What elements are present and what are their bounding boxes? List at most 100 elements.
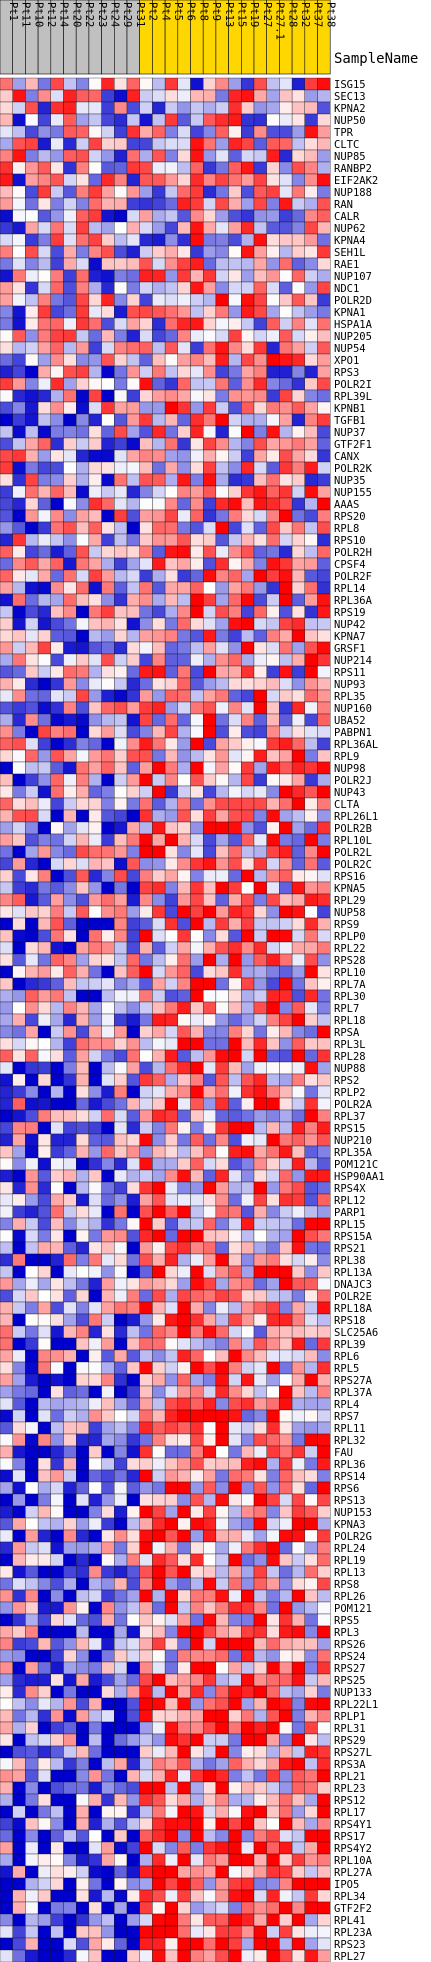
heatmap-cell xyxy=(177,89,191,103)
heatmap-cell xyxy=(164,761,178,775)
heatmap-cell xyxy=(228,1853,242,1867)
heatmap-cell xyxy=(126,425,140,439)
heatmap-cell xyxy=(63,533,77,547)
heatmap-cell xyxy=(203,1829,217,1843)
heatmap-cell xyxy=(164,1613,178,1627)
heatmap-cell xyxy=(203,713,217,727)
heatmap-cell xyxy=(126,1733,140,1747)
heatmap-cell xyxy=(37,797,51,811)
heatmap-cell xyxy=(291,881,305,895)
heatmap-cell xyxy=(12,713,26,727)
row-label: RPL32 xyxy=(334,1435,366,1447)
heatmap-cell xyxy=(228,1469,242,1483)
heatmap-cell xyxy=(317,1061,331,1075)
heatmap-cell xyxy=(76,929,90,943)
heatmap-cell xyxy=(177,1877,191,1891)
heatmap-cell xyxy=(63,1709,77,1723)
heatmap-cell xyxy=(164,1733,178,1747)
heatmap-cell xyxy=(291,497,305,511)
heatmap-cell xyxy=(37,1673,51,1687)
heatmap-cell xyxy=(114,1313,128,1327)
heatmap-cell xyxy=(203,401,217,415)
heatmap-cell xyxy=(50,1565,64,1579)
heatmap-cell xyxy=(241,485,255,499)
heatmap-cell xyxy=(50,1673,64,1687)
heatmap-cell xyxy=(304,449,318,463)
row-label: RPL22 xyxy=(334,943,366,955)
heatmap-cell xyxy=(177,1781,191,1795)
heatmap-cell xyxy=(25,1565,39,1579)
heatmap-cell xyxy=(114,449,128,463)
heatmap-cell xyxy=(25,1901,39,1915)
heatmap-cell xyxy=(76,1949,90,1962)
heatmap-cell xyxy=(241,1901,255,1915)
heatmap-cell xyxy=(228,1721,242,1735)
heatmap-cell xyxy=(152,1865,166,1879)
heatmap-cell xyxy=(101,737,115,751)
heatmap-cell xyxy=(76,629,90,643)
heatmap-cell xyxy=(291,749,305,763)
heatmap-cell xyxy=(241,845,255,859)
heatmap-cell xyxy=(291,209,305,223)
heatmap-cell xyxy=(317,1865,331,1879)
heatmap-cell xyxy=(190,1949,204,1962)
heatmap-cell xyxy=(152,1445,166,1459)
heatmap-cell xyxy=(88,1217,102,1231)
heatmap-cell xyxy=(139,1889,153,1903)
heatmap-cell xyxy=(177,1469,191,1483)
heatmap-cell xyxy=(228,1517,242,1531)
heatmap-cell xyxy=(88,1385,102,1399)
heatmap-cell xyxy=(228,1385,242,1399)
heatmap-cell xyxy=(37,221,51,235)
heatmap-cell xyxy=(126,1709,140,1723)
heatmap-cell xyxy=(317,101,331,115)
heatmap-cell xyxy=(228,1793,242,1807)
heatmap-cell xyxy=(215,725,229,739)
heatmap-cell xyxy=(215,785,229,799)
heatmap-cell xyxy=(317,341,331,355)
heatmap-cell xyxy=(241,725,255,739)
heatmap-cell xyxy=(253,821,267,835)
heatmap-cell xyxy=(63,149,77,163)
heatmap-cell xyxy=(12,1229,26,1243)
heatmap-cell xyxy=(228,449,242,463)
heatmap-cell xyxy=(215,641,229,655)
heatmap-cell xyxy=(76,761,90,775)
heatmap-cell xyxy=(190,833,204,847)
heatmap-cell xyxy=(63,281,77,295)
heatmap-cell xyxy=(317,1397,331,1411)
heatmap-cell xyxy=(164,713,178,727)
heatmap-cell xyxy=(37,917,51,931)
heatmap-cell xyxy=(126,1565,140,1579)
heatmap-cell xyxy=(76,437,90,451)
heatmap-cell xyxy=(177,1421,191,1435)
heatmap-cell xyxy=(279,329,293,343)
heatmap-cell xyxy=(317,1649,331,1663)
column-label: Pt38 xyxy=(324,2,336,27)
heatmap-cell xyxy=(203,485,217,499)
heatmap-cell xyxy=(12,1073,26,1087)
heatmap-cell xyxy=(114,1397,128,1411)
heatmap-cell xyxy=(266,1061,280,1075)
heatmap-cell xyxy=(12,1397,26,1411)
heatmap-cell xyxy=(12,1865,26,1879)
heatmap-cell xyxy=(241,689,255,703)
heatmap-cell xyxy=(253,1277,267,1291)
heatmap-cell xyxy=(241,965,255,979)
heatmap-cell xyxy=(304,1385,318,1399)
heatmap-cell xyxy=(177,869,191,883)
heatmap-cell xyxy=(164,221,178,235)
heatmap-cell xyxy=(139,761,153,775)
heatmap-cell xyxy=(0,773,13,787)
heatmap-cell xyxy=(63,1661,77,1675)
heatmap-cell xyxy=(215,1829,229,1843)
heatmap-cell xyxy=(101,1877,115,1891)
heatmap-cell xyxy=(215,1445,229,1459)
heatmap-cell xyxy=(63,269,77,283)
heatmap-cell xyxy=(63,473,77,487)
heatmap-cell xyxy=(25,1625,39,1639)
heatmap-cell xyxy=(126,473,140,487)
heatmap-cell xyxy=(253,749,267,763)
heatmap-cell xyxy=(228,1589,242,1603)
heatmap-cell xyxy=(0,581,13,595)
